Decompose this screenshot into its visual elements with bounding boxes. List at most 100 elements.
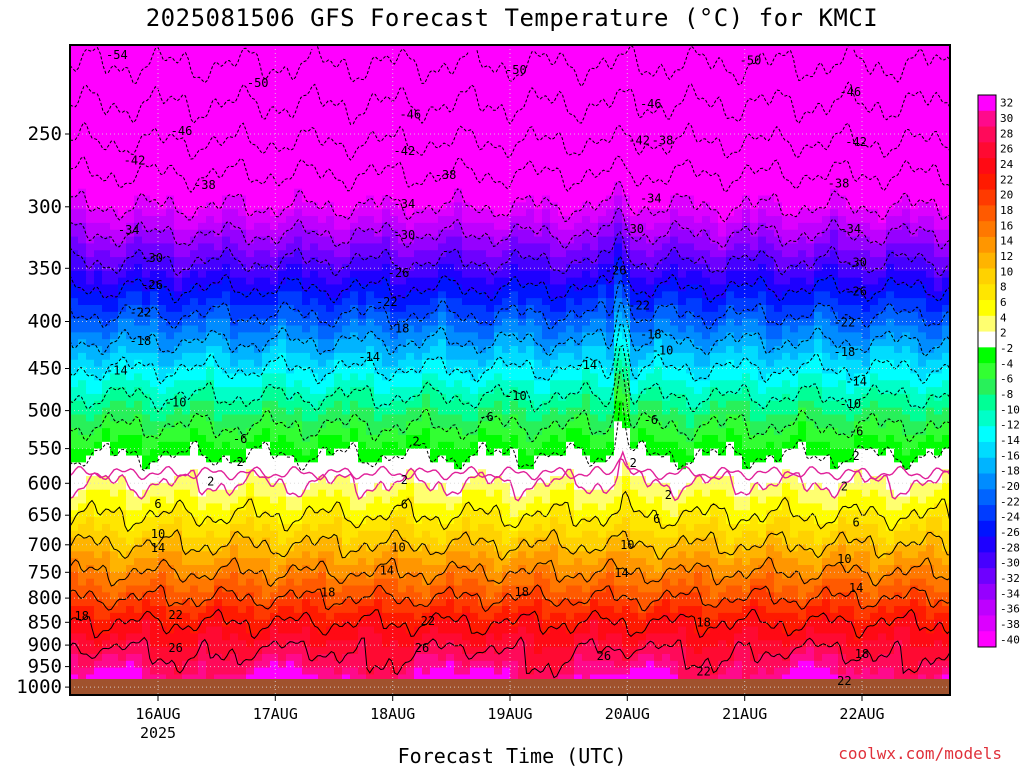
heatmap-cell xyxy=(854,236,863,245)
heatmap-cell xyxy=(310,92,319,101)
heatmap-cell xyxy=(486,202,495,210)
heatmap-cell xyxy=(646,236,655,245)
heatmap-cell xyxy=(638,58,647,67)
heatmap-cell xyxy=(590,229,599,238)
heatmap-cell xyxy=(550,147,559,156)
heatmap-cell xyxy=(102,45,111,53)
heatmap-cell xyxy=(358,86,367,94)
heatmap-cell xyxy=(806,195,815,203)
heatmap-cell xyxy=(102,168,111,176)
heatmap-cell xyxy=(358,346,367,354)
heatmap-cell xyxy=(182,147,191,156)
heatmap-cell xyxy=(750,113,759,121)
heatmap-cell xyxy=(566,154,575,162)
heatmap-cell xyxy=(894,188,903,197)
heatmap-cell xyxy=(358,311,367,320)
heatmap-cell xyxy=(398,65,407,73)
heatmap-cell xyxy=(470,325,479,333)
heatmap-cell xyxy=(790,284,799,292)
heatmap-cell xyxy=(590,222,599,231)
heatmap-cell xyxy=(502,79,511,87)
heatmap-cell xyxy=(838,127,847,135)
heatmap-cell xyxy=(214,257,223,265)
heatmap-cell xyxy=(518,147,527,156)
heatmap-cell xyxy=(750,168,759,176)
heatmap-cell xyxy=(158,250,167,258)
heatmap-cell xyxy=(566,339,575,347)
heatmap-cell xyxy=(598,120,607,128)
heatmap-cell xyxy=(326,346,335,354)
heatmap-cell xyxy=(918,140,927,149)
heatmap-cell xyxy=(526,45,535,53)
heatmap-cell xyxy=(206,243,215,251)
heatmap-cell xyxy=(774,175,783,183)
heatmap-cell xyxy=(646,332,655,340)
heatmap-cell xyxy=(150,79,159,87)
heatmap-cell xyxy=(462,305,471,313)
heatmap-cell xyxy=(678,222,687,231)
heatmap-cell xyxy=(638,195,647,203)
heatmap-cell xyxy=(814,188,823,197)
heatmap-cell xyxy=(846,86,855,94)
heatmap-cell xyxy=(270,284,279,292)
heatmap-cell xyxy=(718,113,727,121)
heatmap-cell xyxy=(286,332,295,340)
heatmap-cell xyxy=(862,270,871,279)
heatmap-cell xyxy=(134,298,143,306)
heatmap-cell xyxy=(94,51,103,60)
heatmap-cell xyxy=(670,325,679,333)
heatmap-cell xyxy=(310,263,319,272)
heatmap-cell xyxy=(798,270,807,279)
heatmap-cell xyxy=(926,257,935,265)
heatmap-cell xyxy=(94,147,103,156)
heatmap-cell xyxy=(174,202,183,210)
heatmap-cell xyxy=(334,298,343,306)
heatmap-cell xyxy=(470,79,479,87)
heatmap-cell xyxy=(774,161,783,169)
heatmap-cell xyxy=(262,92,271,101)
heatmap-cell xyxy=(70,202,79,210)
heatmap-cell xyxy=(70,229,79,238)
heatmap-cell xyxy=(654,216,663,224)
heatmap-cell xyxy=(734,222,743,231)
heatmap-cell xyxy=(534,127,543,135)
heatmap-cell xyxy=(846,332,855,340)
heatmap-cell xyxy=(182,86,191,94)
heatmap-cell xyxy=(662,72,671,80)
heatmap-cell xyxy=(862,332,871,340)
heatmap-cell xyxy=(814,65,823,73)
heatmap-cell xyxy=(334,339,343,347)
heatmap-cell xyxy=(462,45,471,53)
heatmap-cell xyxy=(102,339,111,347)
heatmap-cell xyxy=(110,127,119,135)
heatmap-cell xyxy=(382,202,391,210)
heatmap-cell xyxy=(462,209,471,217)
heatmap-cell xyxy=(870,92,879,101)
heatmap-cell xyxy=(350,284,359,292)
heatmap-cell xyxy=(830,305,839,313)
heatmap-cell xyxy=(750,257,759,265)
heatmap-cell xyxy=(694,45,703,53)
heatmap-cell xyxy=(486,86,495,94)
heatmap-cell xyxy=(622,161,631,169)
heatmap-cell xyxy=(310,291,319,299)
heatmap-cell xyxy=(494,106,503,115)
heatmap-cell xyxy=(230,106,239,115)
heatmap-cell xyxy=(550,270,559,279)
heatmap-cell xyxy=(206,120,215,128)
heatmap-cell xyxy=(334,277,343,286)
heatmap-cell xyxy=(830,188,839,197)
heatmap-cell xyxy=(326,209,335,217)
heatmap-cell xyxy=(558,147,567,156)
heatmap-cell xyxy=(318,325,327,333)
heatmap-cell xyxy=(638,168,647,176)
heatmap-cell xyxy=(558,113,567,121)
heatmap-cell xyxy=(422,284,431,292)
heatmap-cell xyxy=(654,127,663,135)
heatmap-cell xyxy=(486,216,495,224)
heatmap-cell xyxy=(286,257,295,265)
heatmap-cell xyxy=(342,339,351,347)
heatmap-cell xyxy=(470,127,479,135)
heatmap-cell xyxy=(118,79,127,87)
heatmap-cell xyxy=(182,311,191,320)
